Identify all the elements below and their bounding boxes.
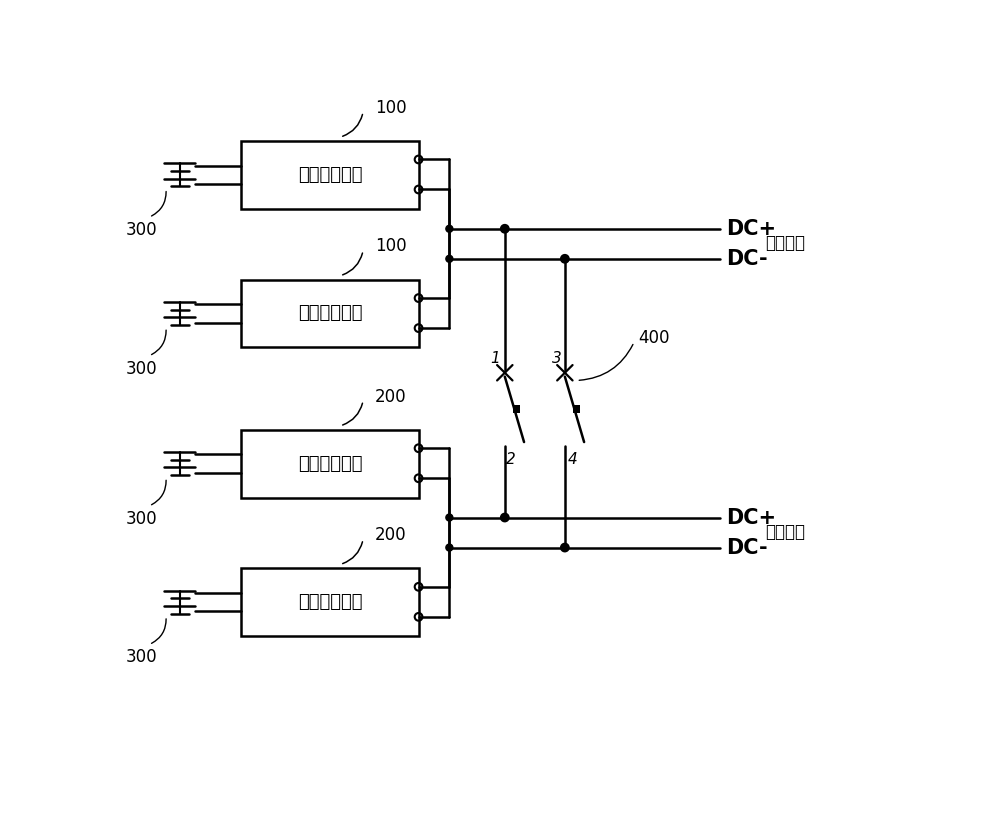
Text: 200: 200: [375, 526, 406, 544]
Text: 第二电源装置: 第二电源装置: [298, 455, 362, 473]
Text: 100: 100: [375, 238, 406, 256]
Text: 第二电源装置: 第二电源装置: [298, 593, 362, 612]
Bar: [512, 405, 520, 413]
Text: DC-: DC-: [727, 538, 768, 557]
Text: 第一电源装置: 第一电源装置: [298, 304, 362, 322]
Text: DC-: DC-: [727, 249, 768, 269]
Bar: [241, 141, 419, 209]
Text: 300: 300: [126, 510, 157, 528]
Text: DC+: DC+: [727, 507, 777, 528]
Text: 200: 200: [375, 388, 406, 405]
Text: 300: 300: [126, 649, 157, 667]
Circle shape: [446, 256, 453, 262]
Circle shape: [561, 544, 568, 551]
Bar: [241, 568, 419, 636]
Text: 300: 300: [126, 360, 157, 377]
Circle shape: [501, 514, 508, 521]
Bar: [241, 430, 419, 497]
Text: 100: 100: [375, 99, 406, 117]
Text: DC+: DC+: [727, 219, 777, 238]
Text: 3: 3: [552, 351, 562, 367]
Text: 300: 300: [126, 221, 157, 239]
Circle shape: [446, 544, 453, 551]
Circle shape: [501, 225, 508, 233]
Bar: [573, 405, 580, 413]
Circle shape: [561, 256, 568, 262]
Bar: [241, 279, 419, 348]
Circle shape: [446, 225, 453, 233]
Text: 1: 1: [491, 351, 500, 367]
Text: 4: 4: [568, 452, 577, 467]
Text: 合闸母线: 合闸母线: [765, 523, 805, 541]
Text: 第一电源装置: 第一电源装置: [298, 166, 362, 184]
Text: 400: 400: [638, 329, 670, 347]
Text: 控制母线: 控制母线: [765, 234, 805, 252]
Circle shape: [446, 514, 453, 521]
Text: 2: 2: [506, 452, 516, 467]
